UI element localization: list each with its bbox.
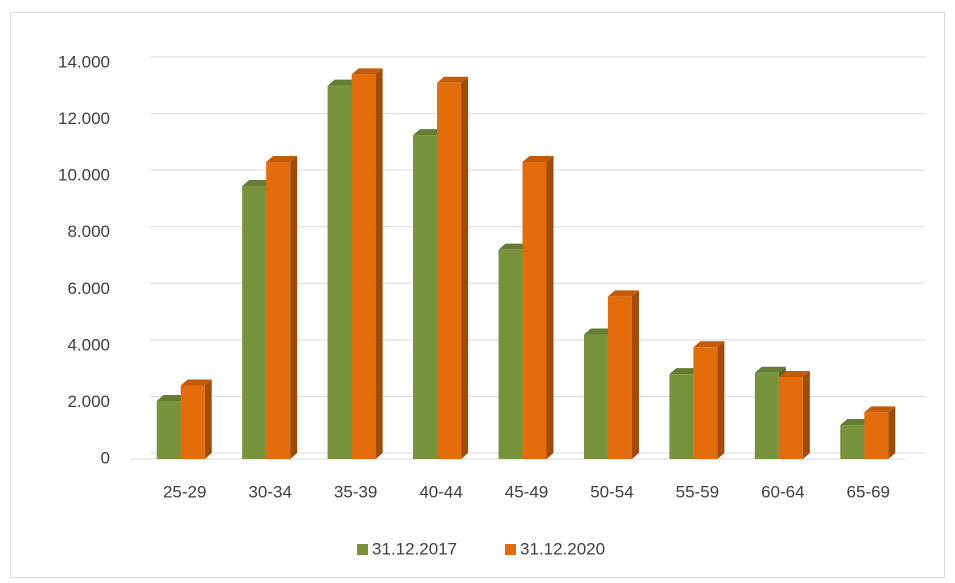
legend-swatch	[357, 544, 368, 555]
bar	[583, 334, 608, 459]
bar	[156, 401, 181, 459]
bar	[693, 347, 718, 459]
bar-side	[888, 406, 896, 459]
y-tick-label: 2.000	[67, 392, 110, 411]
chart-border	[10, 12, 945, 578]
bar	[864, 412, 889, 459]
bar-side	[802, 370, 810, 459]
legend-label: 31.12.2020	[520, 539, 605, 558]
bar	[437, 82, 462, 460]
bar	[607, 296, 632, 459]
x-tick-label: 25-29	[163, 482, 206, 501]
bar	[266, 162, 291, 459]
x-tick-label: 65-69	[847, 482, 890, 501]
bar-top	[522, 156, 554, 162]
bar	[778, 376, 803, 459]
y-tick-label: 8.000	[67, 222, 110, 241]
bar-top	[156, 395, 188, 402]
bar	[840, 425, 865, 459]
bar-side	[546, 156, 554, 459]
bar	[180, 385, 205, 459]
bar	[327, 85, 352, 459]
bar-top	[778, 370, 810, 377]
legend-label: 31.12.2017	[372, 539, 457, 558]
y-tick-label: 4.000	[67, 335, 110, 354]
y-tick-label: 12.000	[58, 109, 110, 128]
bar-top	[669, 368, 701, 375]
bar-top	[351, 68, 383, 75]
y-tick-label: 14.000	[58, 52, 110, 71]
bar-top	[242, 180, 274, 187]
bar	[413, 135, 438, 459]
y-tick-label: 10.000	[58, 166, 110, 185]
x-tick-label: 45-49	[505, 482, 548, 501]
x-tick-label: 30-34	[248, 482, 291, 501]
bar-top	[180, 379, 212, 386]
bar-side	[375, 68, 383, 460]
bar-top	[864, 406, 896, 413]
bar	[498, 249, 523, 459]
bar	[669, 374, 694, 459]
bar-side	[290, 156, 298, 459]
bar-top	[327, 79, 359, 86]
bar-side	[717, 341, 725, 459]
bar-top	[583, 328, 615, 335]
bar-top	[266, 156, 298, 162]
bar-top	[840, 419, 872, 426]
bar-top	[754, 366, 786, 373]
bar-side	[461, 76, 469, 460]
bar	[351, 74, 376, 460]
y-tick-label: 6.000	[67, 279, 110, 298]
x-tick-label: 50-54	[590, 482, 633, 501]
legend-swatch	[505, 544, 516, 555]
bar-top	[607, 290, 639, 297]
x-tick-label: 35-39	[334, 482, 377, 501]
y-tick-label: 0	[101, 448, 110, 467]
x-tick-label: 60-64	[761, 482, 804, 501]
bar-top	[498, 243, 530, 250]
bar-side	[204, 379, 212, 459]
bar	[522, 162, 547, 459]
bar	[754, 372, 779, 459]
x-tick-label: 55-59	[676, 482, 719, 501]
x-tick-label: 40-44	[419, 482, 462, 501]
bar-top	[693, 341, 725, 348]
bar-side	[631, 290, 639, 459]
bar-top	[413, 129, 445, 136]
bar-top	[437, 76, 469, 83]
bar	[242, 186, 267, 460]
